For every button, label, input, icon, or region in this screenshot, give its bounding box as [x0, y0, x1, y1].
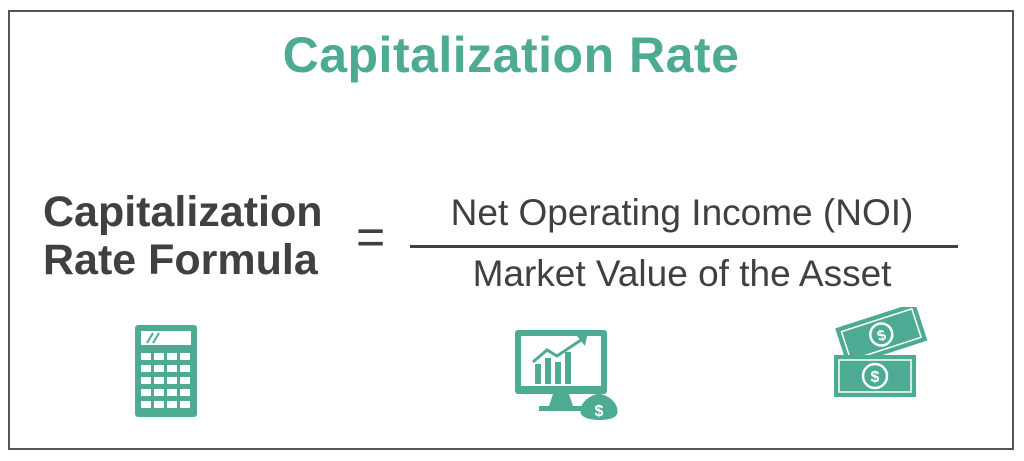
- calculator-icon: [135, 325, 197, 417]
- formula-numerator: Net Operating Income (NOI): [450, 192, 914, 233]
- money-bills-icon: $ $: [834, 307, 928, 397]
- infographic-frame: Capitalization Rate Capitalization Rate …: [8, 10, 1014, 450]
- svg-text:$: $: [595, 403, 604, 420]
- formula-label-line2: Rate Formula: [43, 236, 318, 284]
- growth-chart-monitor-icon: $: [515, 330, 618, 420]
- formula-denominator: Market Value of the Asset: [472, 253, 892, 294]
- svg-text:$: $: [871, 369, 880, 386]
- formula-label: Capitalization Rate Formula: [43, 188, 363, 284]
- fraction-bar: [410, 245, 958, 248]
- page-title: Capitalization Rate: [282, 27, 740, 83]
- equals-sign: =: [356, 209, 386, 265]
- formula-label-line1: Capitalization: [43, 188, 323, 236]
